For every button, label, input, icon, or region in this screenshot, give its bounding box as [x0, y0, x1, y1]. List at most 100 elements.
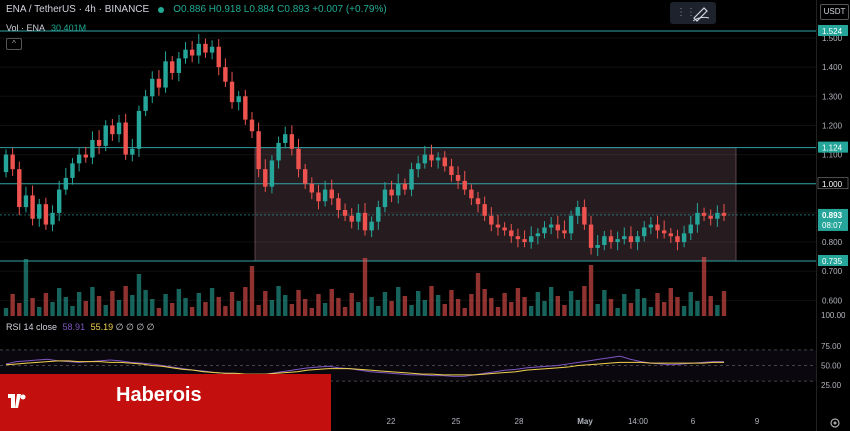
volume-bar — [342, 307, 348, 316]
current-price-box — [818, 208, 848, 231]
symbol-title[interactable]: ENA / TetherUS · 4h · BINANCE — [6, 4, 150, 15]
volume-bar — [688, 292, 693, 316]
candle-body — [189, 49, 195, 56]
grip-icon[interactable]: ⋮⋮ — [676, 7, 696, 18]
volume-label: Vol · ENA — [6, 23, 45, 33]
price-axis[interactable]: 1.5001.4001.3001.2001.1001.0000.9000.800… — [817, 25, 849, 305]
volume-bar — [396, 287, 401, 316]
candle-body — [435, 157, 441, 161]
candle-body — [83, 154, 88, 158]
price-marker-label: 1.524 — [822, 27, 843, 36]
volume-bar — [721, 291, 727, 316]
tradingview-logo-icon — [8, 394, 26, 408]
volume-bar — [63, 297, 69, 316]
candle-body — [482, 204, 487, 216]
candle-body — [661, 230, 667, 234]
candle-body — [462, 180, 467, 190]
candle-body — [216, 46, 221, 68]
price-tick: 1.300 — [822, 92, 843, 101]
candle-body — [243, 96, 248, 120]
volume-bar — [203, 302, 208, 316]
volume-bar — [642, 298, 647, 316]
price-marker-label: 1.000 — [822, 180, 843, 189]
candle-body — [302, 169, 308, 184]
volume-bar — [243, 287, 248, 316]
candlesticks — [3, 33, 727, 257]
volume-bar — [96, 296, 102, 316]
time-tick: 14:00 — [628, 417, 649, 426]
volume-bar — [382, 292, 388, 316]
price-tick: 1.200 — [822, 121, 843, 130]
volume-bar — [329, 289, 334, 316]
volume-legend[interactable]: Vol · ENA 30.401M — [6, 23, 86, 33]
candle-body — [681, 233, 687, 243]
volume-bar — [422, 300, 428, 316]
range-box — [254, 147, 737, 262]
volume-bar — [209, 288, 215, 316]
price-marker — [818, 25, 848, 36]
candle-body — [43, 204, 49, 225]
volume-value: 30.401M — [51, 23, 87, 33]
candle-body — [389, 189, 394, 196]
price-marker — [818, 255, 848, 266]
price-lines — [0, 30, 816, 262]
ohlc-values: O0.886 H0.918 L0.884 C0.893 +0.007 (+0.7… — [173, 4, 387, 15]
volume-bar — [143, 290, 148, 316]
volume-bar — [43, 293, 49, 316]
volume-bar — [715, 305, 720, 316]
candle-body — [529, 236, 534, 243]
volume-bar — [661, 302, 667, 316]
candle-body — [296, 148, 301, 170]
candle-body — [336, 198, 341, 210]
currency-selector[interactable]: USDT — [820, 4, 849, 20]
volume-bar — [37, 307, 42, 316]
candle-body — [249, 119, 255, 132]
rsi-legend[interactable]: RSI 14 close 58.91 55.19 ∅ ∅ ∅ ∅ — [6, 322, 155, 333]
candle-body — [449, 166, 454, 176]
candle-body — [648, 224, 654, 228]
candle-body — [209, 46, 215, 53]
rsi-value: 58.91 — [62, 322, 86, 332]
pencil-icon[interactable] — [690, 4, 712, 22]
price-tick: 0.600 — [822, 296, 843, 305]
candle-body — [316, 192, 321, 202]
volume-bar — [608, 299, 614, 316]
volume-bar — [23, 259, 29, 316]
volume-bar — [469, 294, 474, 316]
volume-bar — [415, 291, 421, 316]
candle-body — [642, 227, 647, 237]
time-tick: May — [577, 417, 593, 426]
volume-bar — [236, 301, 241, 316]
drawing-toolbar[interactable]: ⋮⋮ — [670, 2, 716, 24]
volume-bar — [289, 304, 295, 316]
candle-body — [515, 236, 521, 240]
volume-bar — [349, 293, 354, 316]
volume-bar — [196, 293, 201, 316]
candle-body — [136, 110, 142, 149]
price-tick: 1.500 — [822, 34, 843, 43]
volume-bar — [595, 304, 600, 316]
collapse-legend-button[interactable]: ^ — [6, 38, 22, 50]
volume-bar — [103, 305, 108, 316]
candle-body — [269, 160, 275, 187]
volume-bar — [229, 292, 235, 316]
volume-bar — [529, 306, 534, 316]
volume-bar — [708, 296, 713, 316]
candle-body — [369, 221, 374, 231]
candle-body — [608, 236, 614, 243]
volume-bar — [389, 301, 394, 316]
volume-bar — [256, 305, 261, 316]
rsi-tick: 75.00 — [821, 342, 842, 351]
candle-body — [150, 78, 155, 97]
candle-body — [495, 224, 501, 228]
volume-bar — [56, 288, 62, 316]
volume-bar — [362, 258, 368, 316]
candle-body — [123, 122, 128, 155]
volume-bar — [302, 299, 308, 316]
gear-icon[interactable] — [829, 417, 841, 429]
candle-body — [422, 154, 428, 164]
candle-body — [409, 169, 414, 190]
countdown-label: 08:07 — [822, 221, 843, 230]
candle-body — [356, 212, 361, 222]
